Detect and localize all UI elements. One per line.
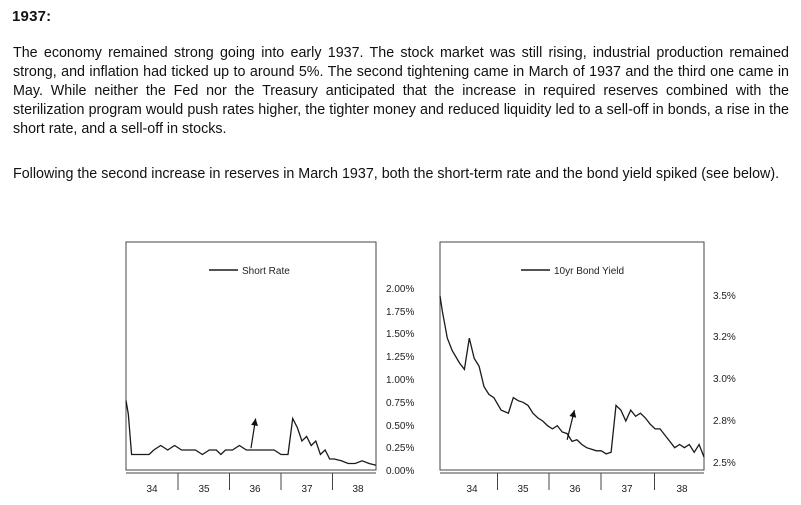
x-tick-label: 38 bbox=[352, 484, 364, 495]
y-tick-label: 3.5% bbox=[713, 291, 736, 302]
y-tick-label: 3.2% bbox=[713, 332, 736, 343]
x-tick-label: 36 bbox=[249, 484, 261, 495]
x-tick-label: 36 bbox=[569, 484, 581, 495]
series-line bbox=[125, 400, 377, 466]
y-tick-label: 0.00% bbox=[386, 466, 414, 477]
x-tick-label: 37 bbox=[621, 484, 633, 495]
body-paragraph-1: The economy remained strong going into e… bbox=[13, 45, 789, 137]
x-tick-label: 34 bbox=[466, 484, 478, 495]
annotation-arrowhead bbox=[251, 418, 258, 426]
y-tick-label: 0.50% bbox=[386, 421, 414, 432]
y-tick-label: 2.00% bbox=[386, 284, 414, 295]
x-tick-label: 37 bbox=[301, 484, 313, 495]
bond-yield-chart: 10yr Bond Yield 34 35 36 37 38 2.5% 2.8% 3.0% 3.… bbox=[439, 241, 736, 495]
x-tick-label: 35 bbox=[517, 484, 529, 495]
y-tick-label: 0.75% bbox=[386, 398, 414, 409]
annotation-arrowhead bbox=[569, 410, 577, 418]
y-tick-label: 1.25% bbox=[386, 352, 414, 363]
body-paragraph-2: Following the second increase in reserve… bbox=[13, 166, 780, 182]
y-tick-label: 0.25% bbox=[386, 443, 414, 454]
series-line bbox=[439, 295, 705, 458]
legend-label: Short Rate bbox=[242, 266, 290, 277]
y-tick-label: 1.00% bbox=[386, 375, 414, 386]
section-heading: 1937: bbox=[12, 8, 52, 25]
plot-frame bbox=[439, 241, 705, 471]
short-rate-chart: Short Rate 34 35 36 37 38 0.00% 0.25% 0.50% 0.75… bbox=[125, 241, 414, 495]
y-tick-label: 3.0% bbox=[713, 374, 736, 385]
y-tick-label: 2.8% bbox=[713, 416, 736, 427]
y-tick-label: 2.5% bbox=[713, 458, 736, 469]
plot-frame bbox=[125, 241, 377, 471]
x-tick-label: 34 bbox=[146, 484, 158, 495]
x-tick-label: 38 bbox=[676, 484, 688, 495]
y-tick-label: 1.75% bbox=[386, 307, 414, 318]
legend-label: 10yr Bond Yield bbox=[554, 266, 624, 277]
y-tick-label: 1.50% bbox=[386, 329, 414, 340]
x-tick-label: 35 bbox=[198, 484, 210, 495]
